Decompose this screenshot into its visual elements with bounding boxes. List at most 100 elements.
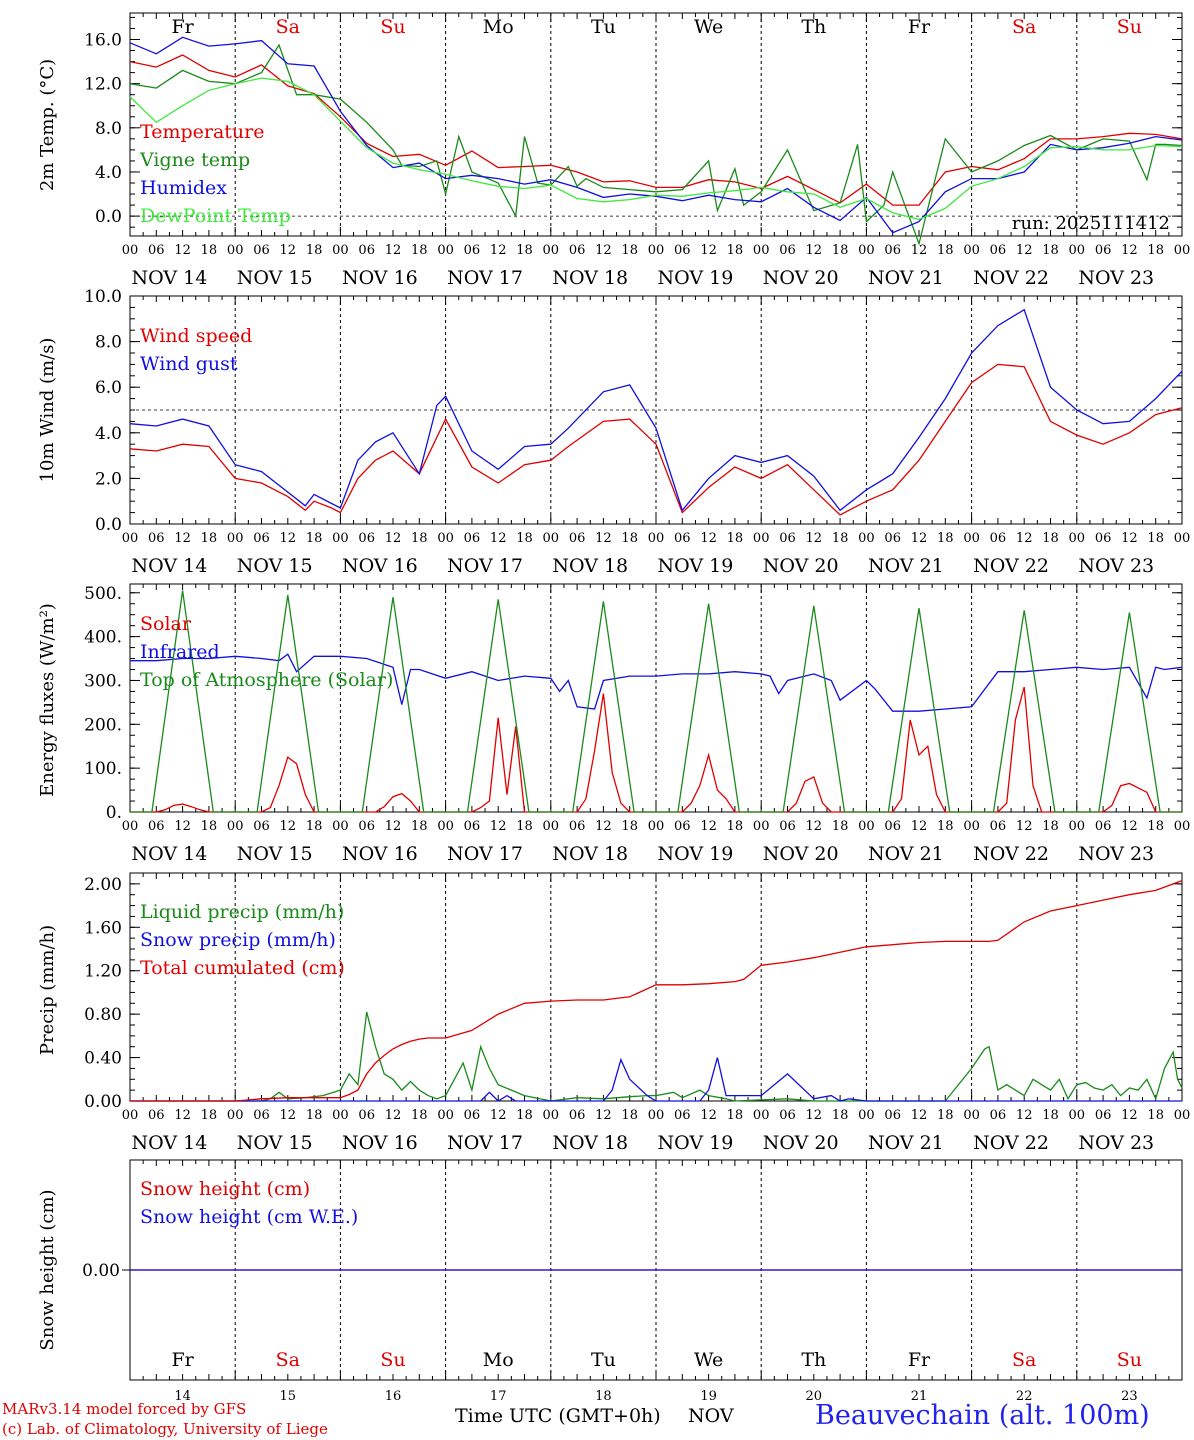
date-label: NOV 17 [447,267,523,289]
series-line-dewpoint-temp [129,77,1183,221]
hour-label: 18 [937,1108,954,1123]
hour-label: 18 [1042,819,1059,834]
hour-label: 12 [700,531,717,546]
hour-label: 00 [963,819,980,834]
hour-label: 00 [332,819,349,834]
legend-entry: Total cumulated (cm) [140,957,345,979]
y-tick-label: 0.0 [95,515,122,535]
day-label: Su [380,16,405,38]
hour-label: 12 [806,243,823,258]
hour-label: 18 [727,243,744,258]
hour-label: 00 [1174,531,1191,546]
hour-label: 18 [621,819,638,834]
hour-label: 06 [990,243,1007,258]
hour-label: 12 [1121,243,1138,258]
hour-label: 00 [753,531,770,546]
hour-label: 06 [253,243,270,258]
hour-label: 06 [569,819,586,834]
y-tick-label: 100. [84,759,122,779]
day-label: Fr [171,1349,194,1371]
y-tick-label: 1.60 [84,918,122,938]
hour-label: 00 [1174,1108,1191,1123]
day-label: Su [1117,1349,1142,1371]
hour-label: 00 [122,243,139,258]
date-label: NOV 19 [658,1132,734,1154]
hour-label: 06 [779,1108,796,1123]
legend-entry: DewPoint Temp [140,205,291,227]
hour-label: 18 [937,819,954,834]
y-tick-label: 8.0 [95,333,122,353]
run-annotation: run: 2025111412 [1012,213,1170,234]
date-label: NOV 22 [973,267,1049,289]
hour-label: 06 [884,819,901,834]
hour-label: 06 [674,531,691,546]
hour-label: 06 [779,243,796,258]
day-label: We [694,16,723,38]
hour-label: 00 [543,1108,560,1123]
hour-label: 06 [1095,1108,1112,1123]
hour-label: 12 [595,243,612,258]
hour-label: 06 [464,819,481,834]
hour-label: 00 [122,531,139,546]
hour-label: 00 [437,531,454,546]
y-tick-label: 0.00 [82,1261,120,1281]
date-label: NOV 16 [342,555,418,577]
hour-label: 18 [621,531,638,546]
hour-label: 12 [1121,819,1138,834]
hour-label: 12 [280,819,297,834]
hour-label: 00 [963,531,980,546]
legend-entry: Humidex [140,177,227,199]
hour-label: 00 [858,1108,875,1123]
day-number: 18 [595,1389,612,1404]
series-line-infrared [130,653,1183,712]
hour-label: 00 [1069,1108,1086,1123]
date-label: NOV 22 [973,555,1049,577]
hour-label: 18 [832,243,849,258]
hour-label: 12 [595,531,612,546]
day-number: 22 [1016,1389,1033,1404]
hour-label: 00 [753,819,770,834]
hour-label: 00 [332,531,349,546]
date-label: NOV 21 [868,555,944,577]
hour-label: 00 [858,243,875,258]
date-label: NOV 16 [342,843,418,865]
hour-label: 06 [569,243,586,258]
y-tick-label: 4.0 [95,163,122,183]
y-tick-label: 16.0 [84,30,122,50]
hour-label: 12 [490,531,507,546]
date-label: NOV 17 [447,1132,523,1154]
day-label: Su [1117,16,1142,38]
hour-label: 18 [516,1108,533,1123]
hour-label: 00 [963,1108,980,1123]
date-label: NOV 21 [868,843,944,865]
day-label: Th [801,16,826,38]
hour-label: 00 [122,1108,139,1123]
date-label: NOV 20 [763,843,839,865]
hour-label: 00 [648,243,665,258]
day-label: Mo [483,1349,514,1371]
hour-label: 00 [227,819,244,834]
hour-label: 12 [174,531,191,546]
y-tick-label: 200. [84,715,122,735]
date-label: NOV 19 [658,555,734,577]
y-tick-label: 400. [84,628,122,648]
series-line-wind-gust [129,308,1183,512]
panel-energy: 0. 100. 200. 300. 400. 500. Energy fluxes (W/m… [37,583,1190,865]
hour-label: 18 [306,531,323,546]
legend-entry: Solar [140,613,192,635]
series-line-top-of-atmosphere-solar [130,590,1182,813]
date-label: NOV 18 [552,555,628,577]
hour-label: 12 [700,819,717,834]
hour-label: 12 [911,243,928,258]
hour-label: 12 [806,819,823,834]
hour-label: 18 [411,819,428,834]
date-label: NOV 20 [763,267,839,289]
hour-label: 18 [727,531,744,546]
hour-label: 18 [201,531,218,546]
hour-label: 18 [832,819,849,834]
hour-label: 12 [280,243,297,258]
y-tick-label: 2.00 [84,875,122,895]
hour-label: 06 [253,531,270,546]
hour-label: 00 [437,243,454,258]
y-tick-label: 12.0 [84,75,122,95]
